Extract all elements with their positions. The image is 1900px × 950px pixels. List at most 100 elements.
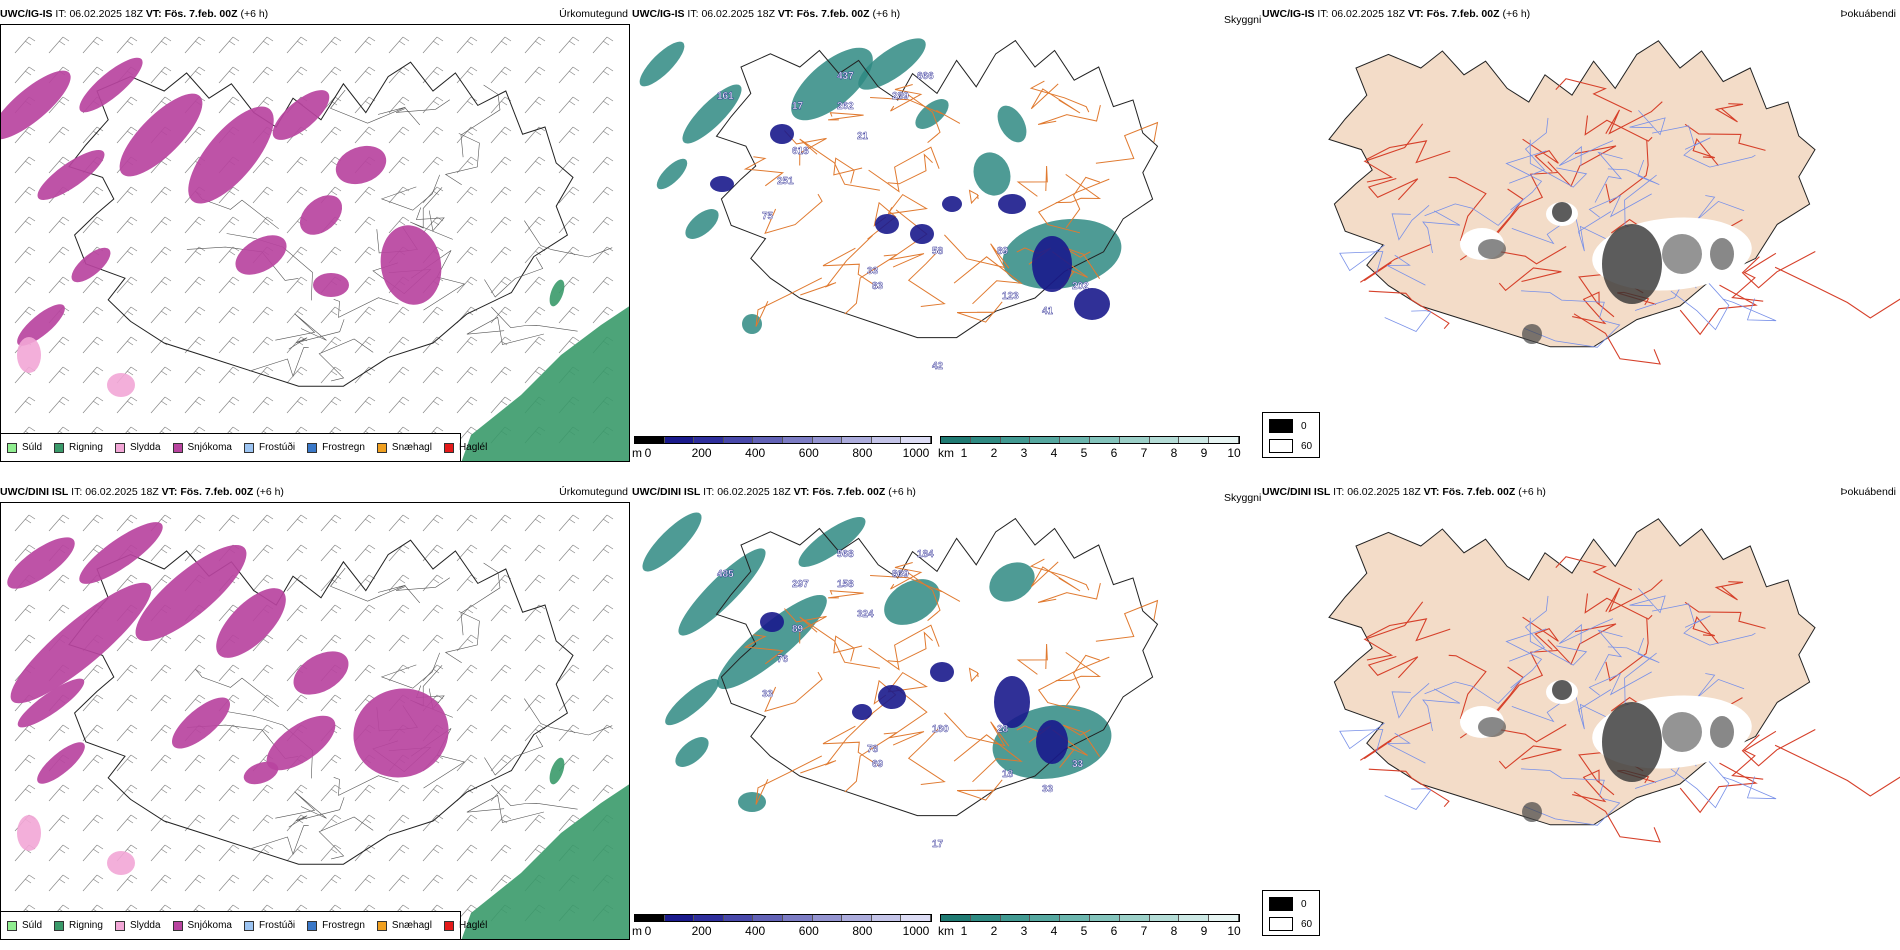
wind-barb <box>388 664 410 682</box>
colorbar-tick: 10 <box>1227 446 1241 460</box>
fog-area <box>1478 717 1506 737</box>
wind-barb <box>388 396 410 414</box>
wind-barb <box>184 216 206 234</box>
road-line <box>1037 656 1110 712</box>
snow-area <box>17 304 65 346</box>
road-line <box>1359 243 1432 283</box>
road-line <box>1714 103 1744 123</box>
visibility-area <box>675 737 709 767</box>
fog-map-svg[interactable] <box>1262 24 1900 434</box>
wind-barb <box>82 544 104 562</box>
legend-swatch <box>307 920 318 931</box>
wind-barb <box>558 306 580 324</box>
wind-barb <box>14 396 36 414</box>
wind-barb <box>286 156 308 174</box>
road-line <box>1731 252 1777 302</box>
legend-item: Rigning <box>54 920 103 931</box>
wind-barb <box>388 604 410 622</box>
wind-barb <box>456 634 478 652</box>
wind-barb <box>456 724 478 742</box>
river-line <box>1652 125 1711 150</box>
road-line <box>1448 654 1487 720</box>
road-line <box>890 562 923 590</box>
wind-barb <box>456 216 478 234</box>
road-line <box>1572 291 1607 325</box>
fog-map-svg[interactable] <box>1262 502 1900 912</box>
river-line <box>1594 151 1623 203</box>
visibility-area <box>642 512 702 572</box>
wind-barb <box>218 36 240 54</box>
wind-barb <box>14 634 36 652</box>
wind-barb <box>150 694 172 712</box>
wind-barb <box>354 186 376 204</box>
precip-map-0[interactable]: Súld Rigning Slydda Snjókoma Frostúði Frostre… <box>0 24 630 462</box>
it-value: 06.02.2025 18Z <box>69 8 143 20</box>
wind-barb <box>524 724 546 742</box>
river-line <box>1594 629 1623 681</box>
ceiling-value-label: 485 <box>717 569 734 580</box>
snow-area <box>313 273 349 297</box>
colorbar-cell <box>694 915 724 921</box>
road-line <box>484 735 544 776</box>
road-line <box>1731 730 1777 780</box>
wind-barb <box>388 514 410 532</box>
road-line <box>318 338 374 382</box>
colorbar-tick: 7 <box>1140 446 1148 460</box>
wind-barb <box>422 784 444 802</box>
wind-barb <box>558 246 580 264</box>
road-line <box>1684 123 1766 151</box>
legend-item: Haglél <box>443 442 487 453</box>
ceiling-value-label: 158 <box>837 579 854 590</box>
wind-barb <box>320 814 342 832</box>
road-line <box>1496 649 1558 712</box>
wind-barb <box>558 664 580 682</box>
ceiling-value-label: 33 <box>1042 784 1054 795</box>
wind-barb <box>48 514 70 532</box>
road-line <box>395 99 450 126</box>
wind-barb <box>524 784 546 802</box>
ceiling-value-label: 18 <box>1002 769 1014 780</box>
colorbar-tick: 0 <box>644 446 652 460</box>
colorbar-cell <box>753 915 783 921</box>
wind-barb <box>48 96 70 114</box>
wind-barb <box>14 156 36 174</box>
road-line <box>1774 266 1900 319</box>
snow-area <box>71 247 111 283</box>
wind-barb <box>48 784 70 802</box>
wind-barb <box>592 126 614 144</box>
wind-barb <box>116 754 138 772</box>
ceiling-value-label: 437 <box>837 71 854 82</box>
visibility-area <box>682 84 742 144</box>
snow-area <box>216 588 286 658</box>
colorbar-tick: 1000 <box>902 924 930 938</box>
visibility-area <box>678 548 766 636</box>
snow-area <box>235 235 287 275</box>
legend-label: Slydda <box>129 920 161 931</box>
precip-layer <box>1 36 629 461</box>
precip-map-1[interactable]: Súld Rigning Slydda Snjókoma Frostúði Frostre… <box>0 502 630 940</box>
wind-barb <box>592 664 614 682</box>
wind-barb <box>14 216 36 234</box>
wind-barb <box>558 724 580 742</box>
road-line <box>484 257 544 298</box>
ceiling-area <box>942 196 962 212</box>
ceiling-value-label: 202 <box>1072 281 1089 292</box>
road-line <box>1030 561 1081 592</box>
wind-barb <box>354 844 376 862</box>
wind-barb <box>184 396 206 414</box>
wind-barb <box>14 246 36 264</box>
visibility-area <box>742 314 762 334</box>
wind-barb <box>218 396 240 414</box>
wind-barb <box>286 396 308 414</box>
wind-barb <box>456 246 478 264</box>
ceiling-area <box>878 685 906 709</box>
ceiling-value-label: 17 <box>792 101 804 112</box>
wind-barb <box>116 306 138 324</box>
road-line <box>1363 123 1424 183</box>
wind-barb <box>490 844 512 862</box>
legend-label: Frostregn <box>322 920 365 931</box>
sleet-area <box>17 815 41 851</box>
road-line <box>868 624 940 671</box>
